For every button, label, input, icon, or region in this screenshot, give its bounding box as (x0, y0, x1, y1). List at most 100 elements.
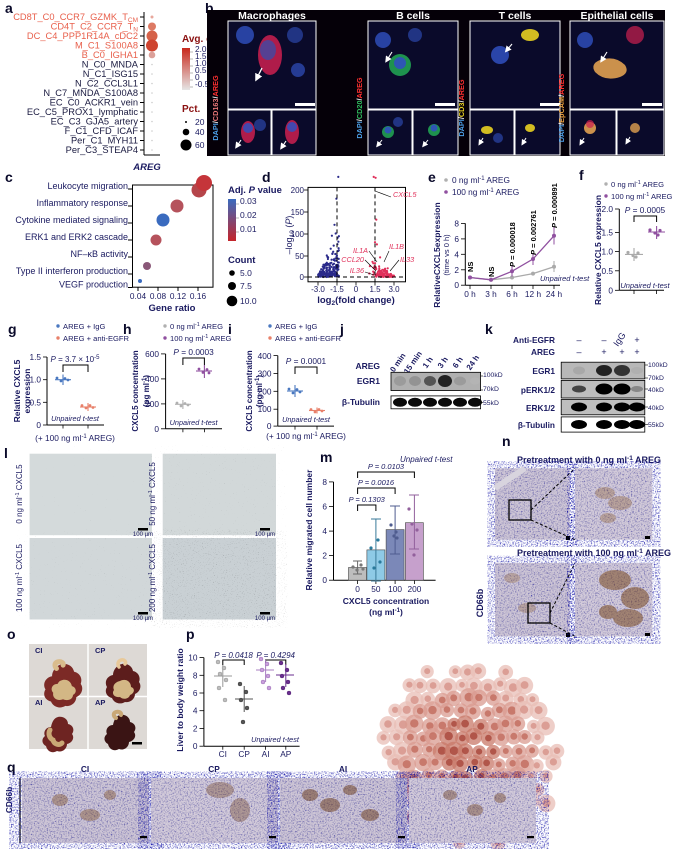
svg-text:AREG + IgG: AREG + IgG (275, 322, 318, 331)
svg-text:CP: CP (238, 749, 250, 759)
svg-text:Inflammatory response: Inflammatory response (36, 198, 128, 208)
svg-text:0: 0 (154, 424, 159, 434)
svg-text:P = 0.002761: P = 0.002761 (529, 210, 538, 255)
svg-text:pERK1/2: pERK1/2 (521, 385, 556, 395)
svg-text:Cytokine mediated signaling: Cytokine mediated signaling (15, 215, 128, 225)
svg-text:1.5: 1.5 (29, 352, 41, 362)
svg-text:CD66b: CD66b (475, 588, 485, 617)
svg-text:IL36: IL36 (350, 266, 365, 275)
svg-text:12 h: 12 h (525, 289, 542, 299)
svg-text:6: 6 (193, 688, 198, 698)
svg-text:P = 0.000891: P = 0.000891 (550, 183, 559, 228)
svg-text:m: m (320, 449, 332, 465)
svg-text:p: p (186, 626, 195, 642)
svg-text:3 h: 3 h (485, 289, 497, 299)
svg-text:β-Tubulin: β-Tubulin (518, 420, 555, 430)
svg-text:Unpaired t-test: Unpaired t-test (282, 415, 331, 424)
svg-text:100 µm: 100 µm (133, 532, 153, 538)
svg-text:P = 0.0005: P = 0.0005 (625, 205, 666, 215)
svg-text:70kD: 70kD (483, 386, 499, 393)
svg-text:0: 0 (355, 584, 360, 594)
svg-text:–: – (576, 335, 581, 345)
svg-text:CD66b: CD66b (4, 787, 14, 813)
svg-text:IL33: IL33 (400, 255, 414, 264)
svg-text:DAPI/CD20/AREG: DAPI/CD20/AREG (355, 77, 364, 139)
svg-text:0: 0 (36, 420, 41, 430)
svg-text:M_C1_S100A8: M_C1_S100A8 (75, 41, 138, 51)
svg-text:g: g (8, 321, 17, 337)
svg-text:0: 0 (300, 273, 305, 282)
svg-text:8: 8 (454, 218, 459, 228)
svg-text:P = 0.000018: P = 0.000018 (508, 222, 517, 267)
svg-text:20: 20 (195, 117, 205, 127)
svg-text:Relative CXCL5 expression: Relative CXCL5 expression (593, 195, 603, 305)
svg-text:VEGF production: VEGF production (59, 280, 128, 290)
svg-text:Count: Count (228, 255, 256, 266)
svg-text:+: + (634, 335, 639, 345)
svg-text:Gene ratio: Gene ratio (149, 303, 196, 314)
svg-text:100kD: 100kD (648, 362, 668, 369)
svg-text:NS: NS (487, 267, 496, 277)
svg-text:CP: CP (208, 764, 220, 774)
svg-text:Relative migrated cell number: Relative migrated cell number (304, 469, 314, 591)
svg-text:100kD: 100kD (483, 372, 503, 379)
svg-text:70kD: 70kD (648, 375, 664, 382)
svg-text:f: f (579, 167, 584, 183)
svg-text:i: i (228, 321, 232, 337)
svg-text:P = 0.0003: P = 0.0003 (173, 347, 214, 357)
svg-text:l: l (4, 445, 8, 461)
svg-text:50: 50 (371, 584, 381, 594)
svg-text:100 ng ml-1 AREG: 100 ng ml-1 AREG (452, 187, 519, 197)
svg-text:Unpaired t-test: Unpaired t-test (251, 735, 300, 744)
svg-text:P = 0.0001: P = 0.0001 (286, 356, 327, 366)
svg-text:AP: AP (95, 698, 105, 707)
svg-text:β-Tubulin: β-Tubulin (342, 397, 380, 407)
svg-text:5.0: 5.0 (240, 268, 252, 278)
svg-text:+: + (634, 347, 639, 357)
svg-text:N_C0_MNDA: N_C0_MNDA (82, 60, 139, 70)
svg-text:Unpaired t-test: Unpaired t-test (620, 281, 670, 290)
svg-text:c: c (5, 169, 13, 185)
svg-text:Unpaired t-test: Unpaired t-test (51, 414, 100, 423)
svg-text:-1.5: -1.5 (330, 285, 344, 294)
svg-text:EC_C0_ACKR1_vein: EC_C0_ACKR1_vein (50, 98, 138, 108)
svg-text:Pretreatment with 100 ng ml-1: Pretreatment with 100 ng ml-1 AREG (517, 548, 671, 558)
svg-text:Anti-EGFR: Anti-EGFR (513, 335, 555, 345)
svg-text:55kD: 55kD (648, 422, 664, 429)
svg-text:3.0: 3.0 (388, 285, 400, 294)
svg-text:1.5: 1.5 (369, 285, 381, 294)
svg-text:0.12: 0.12 (170, 291, 187, 301)
svg-text:AP: AP (466, 764, 478, 774)
svg-text:55kD: 55kD (483, 400, 499, 407)
svg-text:CXCL5 concentration: CXCL5 concentration (131, 350, 140, 431)
svg-text:4: 4 (454, 249, 459, 259)
svg-text:0.08: 0.08 (150, 291, 167, 301)
svg-text:NF–κB activity: NF–κB activity (70, 249, 128, 259)
svg-text:F_C1_CFD_ICAF: F_C1_CFD_ICAF (65, 126, 139, 136)
svg-text:60: 60 (195, 140, 205, 150)
svg-text:Unpaired t-test: Unpaired t-test (170, 418, 219, 427)
svg-text:100 µm: 100 µm (133, 616, 153, 622)
svg-text:0.03: 0.03 (240, 196, 257, 206)
svg-text:10: 10 (188, 653, 198, 663)
svg-text:2: 2 (193, 723, 198, 733)
svg-text:n: n (502, 433, 511, 449)
svg-text:100 µm: 100 µm (255, 616, 275, 622)
svg-text:NS: NS (466, 262, 475, 272)
svg-text:Epithelial cells: Epithelial cells (581, 10, 654, 22)
svg-text:Leukocyte migration: Leukocyte migration (47, 181, 128, 191)
svg-text:100: 100 (388, 584, 402, 594)
svg-text:CI: CI (81, 764, 89, 774)
svg-text:IL1B: IL1B (389, 242, 404, 251)
svg-text:100 ng ml-1 AREG: 100 ng ml-1 AREG (170, 334, 232, 343)
svg-text:IL1A: IL1A (353, 246, 368, 255)
svg-text:EGR1: EGR1 (532, 366, 555, 376)
svg-text:q: q (7, 759, 16, 775)
svg-text:Per_C1_MYH11: Per_C1_MYH11 (71, 136, 138, 146)
svg-text:B cells: B cells (396, 10, 430, 22)
svg-text:CI: CI (35, 646, 43, 655)
svg-text:100 ng ml-1 CXCL5: 100 ng ml-1 CXCL5 (15, 543, 24, 612)
svg-text:P = 3.7 × 10-5: P = 3.7 × 10-5 (51, 355, 101, 364)
svg-text:CXCL5 concentration: CXCL5 concentration (245, 350, 254, 431)
svg-text:AI: AI (339, 764, 347, 774)
